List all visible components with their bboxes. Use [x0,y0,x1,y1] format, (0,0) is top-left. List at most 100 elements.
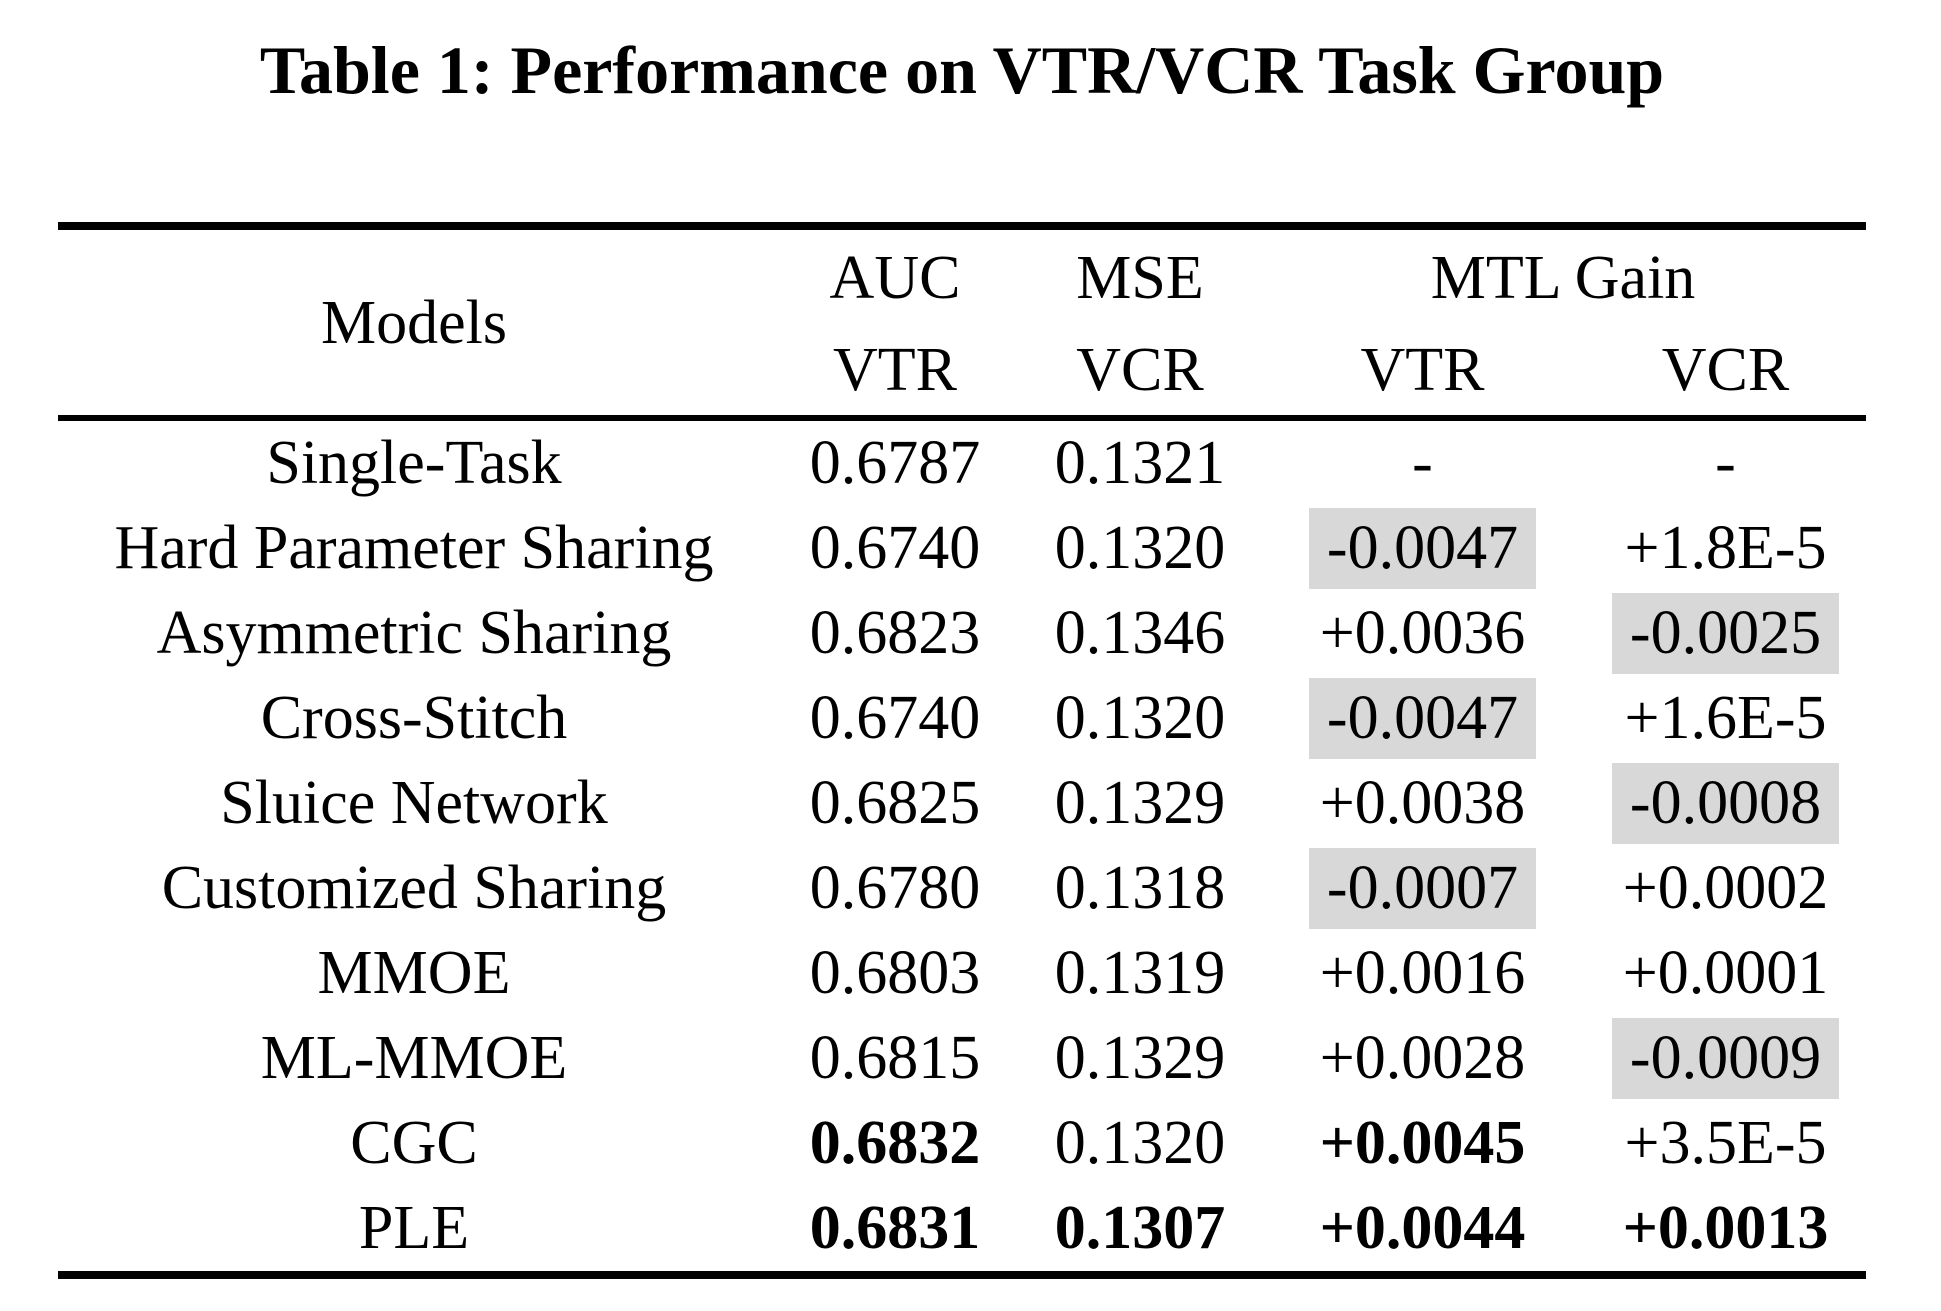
model-name-cell: PLE [58,1188,770,1269]
auc-vtr-cell: 0.6831 [770,1188,1020,1269]
mid-rule [58,415,1866,421]
mtl-gain-vcr-cell: +1.6E-5 [1585,678,1866,759]
model-name-cell: Hard Parameter Sharing [58,508,770,589]
cell-value: 0.1320 [1054,684,1226,752]
mtl-gain-vtr-cell: +0.0044 [1260,1188,1585,1269]
auc-vtr-cell: 0.6740 [770,508,1020,589]
header-mtl-gain: MTL Gain [1430,243,1696,312]
model-name-cell: ML-MMOE [58,1018,770,1099]
table-row: Hard Parameter Sharing 0.6740 0.1320 -0.004… [58,506,1866,591]
cell-value: 0.1321 [1054,429,1226,497]
cell-value: 0.6787 [809,429,981,497]
cell-value: 0.1318 [1054,854,1226,922]
cell-value: -0.0047 [1308,678,1537,759]
auc-vtr-cell: 0.6823 [770,593,1020,674]
mtl-gain-vtr-cell: +0.0016 [1260,933,1585,1014]
model-name: Sluice Network [220,769,608,837]
mse-vcr-cell: 0.1307 [1020,1188,1260,1269]
header-gain-vtr: VTR [1360,336,1485,404]
cell-value: 0.1329 [1054,769,1226,837]
auc-vtr-cell: 0.6825 [770,763,1020,844]
cell-value: +0.0002 [1622,854,1829,922]
model-name: CGC [350,1109,478,1177]
mtl-gain-vtr-cell: +0.0036 [1260,593,1585,674]
cell-value: +0.0001 [1622,939,1829,1007]
model-name: Customized Sharing [161,854,667,922]
model-name: MMOE [317,939,511,1007]
auc-vtr-cell: 0.6787 [770,423,1020,504]
cell-value: - [1715,429,1736,497]
mse-vcr-cell: 0.1346 [1020,593,1260,674]
model-name: Single-Task [266,429,562,497]
auc-vtr-cell: 0.6832 [770,1103,1020,1184]
cell-value: 0.1346 [1054,599,1226,667]
cell-value: -0.0047 [1308,508,1537,589]
model-name: Hard Parameter Sharing [114,514,714,582]
mtl-gain-vcr-cell: -0.0025 [1585,593,1866,674]
cell-value: 0.6803 [809,939,981,1007]
cell-value: -0.0009 [1611,1018,1840,1099]
cell-value: +3.5E-5 [1624,1109,1827,1177]
mse-vcr-cell: 0.1320 [1020,678,1260,759]
cell-value: -0.0007 [1308,848,1537,929]
model-name: ML-MMOE [260,1024,568,1092]
mtl-gain-vtr-cell: +0.0045 [1260,1103,1585,1184]
cell-value: - [1412,429,1433,497]
model-name: Asymmetric Sharing [156,599,672,667]
top-rule [58,222,1866,230]
mse-vcr-cell: 0.1320 [1020,508,1260,589]
table-row: Asymmetric Sharing 0.6823 0.1346 +0.0036 -0.… [58,591,1866,676]
model-name: Cross-Stitch [260,684,568,752]
cell-value: +0.0038 [1319,769,1526,837]
cell-value: 0.1329 [1054,1024,1226,1092]
cell-value: 0.6815 [809,1024,981,1092]
cell-value: 0.6740 [809,684,981,752]
header-mse: MSE [1076,243,1204,312]
mtl-gain-vtr-cell: -0.0047 [1260,508,1585,589]
header-auc: AUC [829,243,961,312]
mtl-gain-vcr-cell: -0.0009 [1585,1018,1866,1099]
cell-value: 0.1307 [1054,1194,1226,1262]
table-body: Single-Task 0.6787 0.1321 - - Hard Parameter … [58,421,1866,1271]
mse-vcr-cell: 0.1329 [1020,1018,1260,1099]
mse-vcr-cell: 0.1318 [1020,848,1260,929]
mse-vcr-cell: 0.1321 [1020,423,1260,504]
table-row: ML-MMOE 0.6815 0.1329 +0.0028 -0.0009 [58,1016,1866,1101]
model-name-cell: Sluice Network [58,763,770,844]
mtl-gain-vtr-cell: -0.0047 [1260,678,1585,759]
mtl-gain-vcr-cell: - [1585,423,1866,504]
header-mse-vcr: VCR [1076,336,1204,404]
model-name-cell: Cross-Stitch [58,678,770,759]
header-auc-vtr: VTR [833,336,957,404]
cell-value: 0.1319 [1054,939,1226,1007]
cell-value: +0.0028 [1319,1024,1526,1092]
model-name-cell: Asymmetric Sharing [58,593,770,674]
table-row: Customized Sharing 0.6780 0.1318 -0.0007 +0.… [58,846,1866,931]
cell-value: +0.0045 [1319,1109,1526,1177]
cell-value: 0.6740 [809,514,981,582]
cell-value: +0.0013 [1622,1194,1829,1262]
table-row: Sluice Network 0.6825 0.1329 +0.0038 -0.0008 [58,761,1866,846]
table-caption: Table 1: Performance on VTR/VCR Task Gro… [259,32,1665,108]
mtl-gain-vtr-cell: +0.0028 [1260,1018,1585,1099]
cell-value: +1.8E-5 [1624,514,1827,582]
mtl-gain-vcr-cell: +0.0013 [1585,1188,1866,1269]
cell-value: 0.6823 [809,599,981,667]
table-row: Cross-Stitch 0.6740 0.1320 -0.0047 +1.6E-5 [58,676,1866,761]
auc-vtr-cell: 0.6815 [770,1018,1020,1099]
table-header: Models AUC MSE MTL Gain VTR VCR VTR VCR [58,230,1866,415]
cell-value: -0.0008 [1611,763,1840,844]
header-gain-vcr: VCR [1661,336,1790,404]
table-row: Single-Task 0.6787 0.1321 - - [58,421,1866,506]
cell-value: +0.0016 [1319,939,1526,1007]
mse-vcr-cell: 0.1329 [1020,763,1260,844]
cell-value: +1.6E-5 [1624,684,1827,752]
mtl-gain-vtr-cell: +0.0038 [1260,763,1585,844]
bottom-rule [58,1271,1866,1279]
mse-vcr-cell: 0.1319 [1020,933,1260,1014]
cell-value: +0.0044 [1319,1194,1526,1262]
cell-value: 0.1320 [1054,514,1226,582]
model-name: PLE [358,1194,470,1262]
model-name-cell: Single-Task [58,423,770,504]
mtl-gain-vtr-cell: - [1260,423,1585,504]
